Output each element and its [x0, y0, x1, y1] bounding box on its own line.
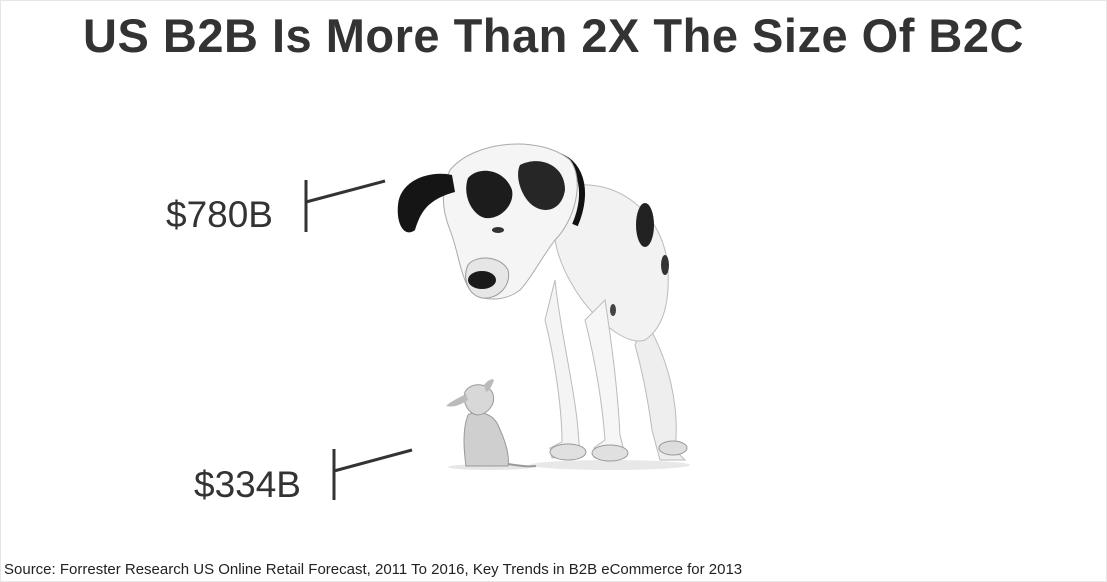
slide-title: US B2B Is More Than 2X The Size Of B2C — [83, 9, 1024, 62]
b2b-value-label: $780B — [166, 194, 273, 235]
small-dog-image — [446, 379, 537, 470]
big-dog-image — [397, 143, 690, 470]
source-citation: Source: Forrester Research US Online Ret… — [4, 561, 743, 578]
b2c-value-label: $334B — [194, 464, 301, 505]
dogs-illustration — [397, 143, 690, 470]
